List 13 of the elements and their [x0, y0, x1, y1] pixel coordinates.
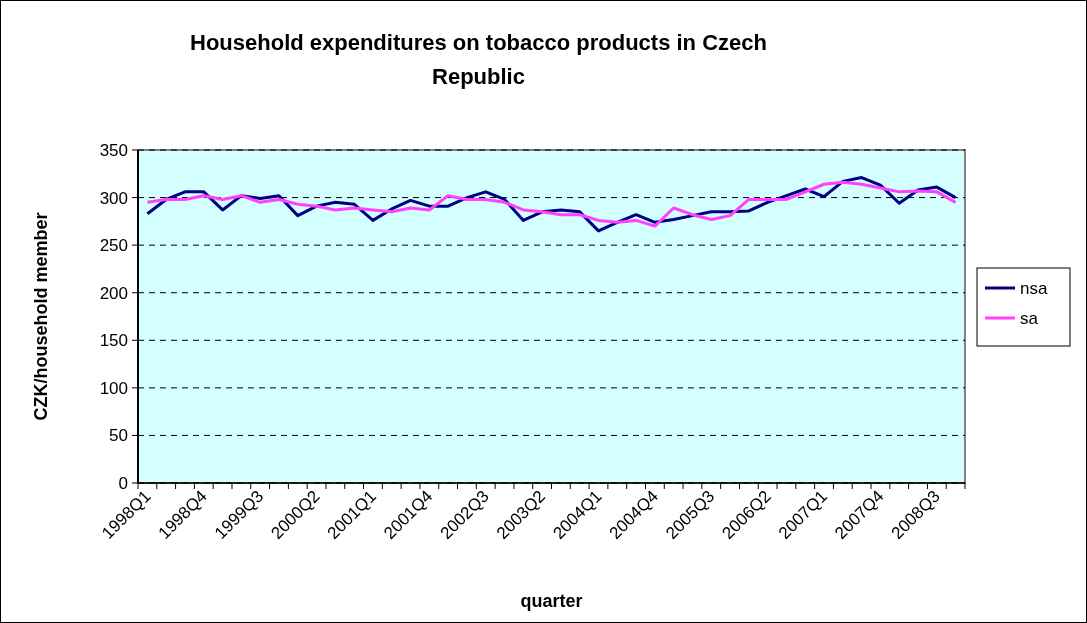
y-tick-label: 300 [99, 188, 128, 208]
y-tick-label: 50 [109, 426, 128, 446]
legend-label: sa [1020, 308, 1039, 328]
chart-title: Household expenditures on tobacco products in Czech Republic [190, 30, 767, 89]
y-tick-label: 200 [99, 283, 128, 303]
x-axis-title: quarter [520, 591, 583, 611]
y-tick-label: 0 [118, 473, 128, 493]
y-tick-label: 350 [99, 140, 128, 160]
legend-label: nsa [1020, 278, 1048, 298]
y-tick-label: 100 [99, 378, 128, 398]
y-tick-label: 150 [99, 331, 128, 351]
y-tick-label: 250 [99, 236, 128, 256]
y-axis-title: CZK/household member [31, 212, 51, 421]
